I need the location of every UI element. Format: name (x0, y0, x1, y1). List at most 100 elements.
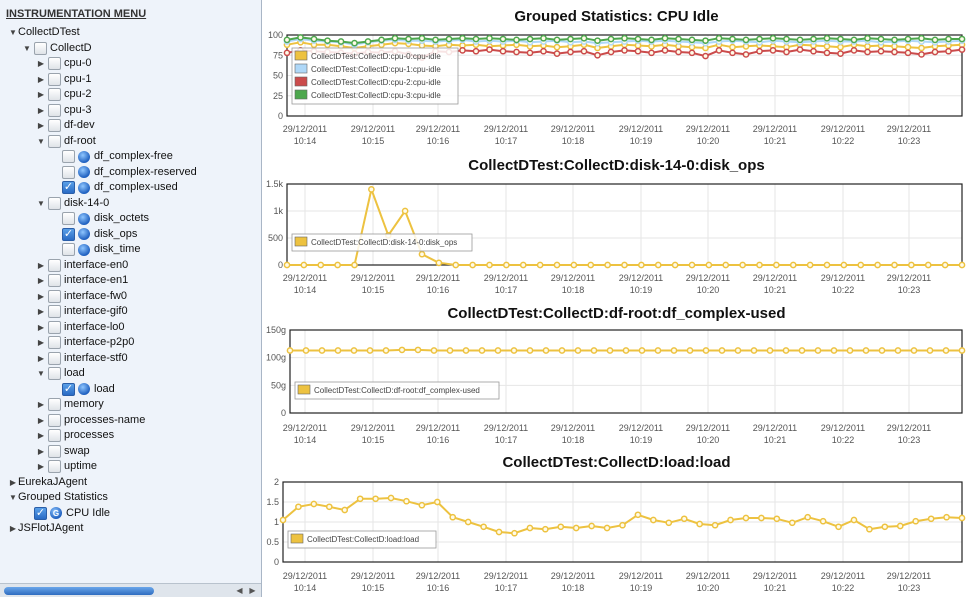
tree-item-eurekajagent[interactable]: ▶ EurekaJAgent (8, 475, 87, 490)
tree-item-label: interface-gif0 (64, 305, 128, 317)
tree-checkbox[interactable] (48, 274, 61, 287)
collapsed-arrow-icon[interactable]: ▶ (37, 105, 45, 115)
data-point (896, 522, 904, 530)
data-point (619, 521, 626, 529)
tree-item-df-root[interactable]: ▼ df-root (36, 134, 96, 149)
tree-item-df-complex-free[interactable]: df_complex-free (50, 149, 173, 164)
tree-item-df-dev[interactable]: ▶ df-dev (36, 118, 95, 133)
tree-checkbox[interactable] (62, 150, 75, 163)
expanded-arrow-icon[interactable]: ▼ (37, 369, 45, 378)
tree-checkbox[interactable] (48, 336, 61, 349)
tree-item-swap[interactable]: ▶ swap (36, 444, 90, 459)
tree-item-disk-14-0[interactable]: ▼ disk-14-0 (36, 196, 109, 211)
tree-checkbox[interactable] (48, 289, 61, 303)
tree-item-load[interactable]: ▼ load (36, 366, 85, 381)
tree-checkbox[interactable]: ✓ (34, 506, 47, 520)
tree-checkbox[interactable] (48, 72, 61, 86)
tree-checkbox[interactable]: ✓ (62, 181, 75, 194)
tree-checkbox[interactable] (48, 320, 61, 334)
df-complex-used-chart: 0 50g 100g 150g 29/12/2011 10:14 29/12/2011 10:… (266, 325, 966, 445)
tree-checkbox[interactable] (48, 444, 61, 458)
collapsed-arrow-icon[interactable]: ▶ (37, 90, 45, 99)
tree-checkbox[interactable] (48, 413, 61, 427)
tree-item-interface-p2p0[interactable]: ▶ interface-p2p0 (36, 335, 134, 350)
tree-item-interface-lo0[interactable]: ▶ interface-lo0 (36, 320, 125, 335)
collapsed-arrow-icon[interactable]: ▶ (37, 74, 45, 84)
tree-item-cpu-idle[interactable]: ✓ G CPU Idle (22, 506, 110, 521)
tree-checkbox[interactable] (48, 305, 61, 318)
tree-checkbox[interactable] (34, 41, 47, 55)
expanded-arrow-icon[interactable]: ▼ (37, 198, 45, 208)
scroll-right-icon[interactable]: ▶ (249, 586, 256, 595)
tree-checkbox[interactable] (48, 134, 61, 148)
tree-checkbox[interactable]: ✓ (62, 227, 75, 241)
tree-item-collectd[interactable]: ▼ CollectD (22, 41, 92, 56)
tree-checkbox[interactable]: ✓ (62, 382, 75, 396)
collapsed-arrow-icon[interactable]: ▶ (9, 524, 17, 533)
tree-item-interface-fw0[interactable]: ▶ interface-fw0 (36, 289, 127, 304)
sidebar-scrollbar[interactable]: ◀ ▶ (0, 583, 261, 597)
tree-item-cpu-1[interactable]: ▶ cpu-1 (36, 72, 92, 87)
tree-item-interface-stf0[interactable]: ▶ interface-stf0 (36, 351, 128, 366)
tree-item-df-complex-used[interactable]: ✓ df_complex-used (50, 180, 178, 195)
expanded-arrow-icon[interactable]: ▼ (23, 43, 31, 53)
tree-item-jsflotjagent[interactable]: ▶ JSFlotJAgent (8, 521, 84, 536)
tree-checkbox[interactable] (48, 57, 61, 70)
tree-checkbox[interactable] (62, 165, 75, 179)
collapsed-arrow-icon[interactable]: ▶ (37, 260, 45, 270)
collapsed-arrow-icon[interactable]: ▶ (37, 353, 45, 363)
tree-item-uptime[interactable]: ▶ uptime (36, 459, 97, 474)
collapsed-arrow-icon[interactable]: ▶ (9, 477, 17, 487)
tree-item-interface-en0[interactable]: ▶ interface-en0 (36, 258, 128, 273)
data-point (742, 51, 750, 58)
tree-checkbox[interactable] (48, 196, 61, 210)
collapsed-arrow-icon[interactable]: ▶ (37, 446, 45, 456)
tree-item-disk-octets[interactable]: disk_octets (50, 211, 149, 226)
tree-checkbox[interactable] (48, 119, 61, 132)
tree-item-df-complex-reserved[interactable]: df_complex-reserved (50, 165, 197, 180)
expanded-arrow-icon[interactable]: ▼ (37, 136, 45, 146)
tree-checkbox[interactable] (48, 429, 61, 442)
tree-item-interface-gif0[interactable]: ▶ interface-gif0 (36, 304, 128, 319)
collapsed-arrow-icon[interactable]: ▶ (37, 400, 45, 409)
data-point (590, 347, 598, 354)
tree-checkbox[interactable] (48, 88, 61, 101)
expanded-arrow-icon[interactable]: ▼ (9, 28, 17, 37)
collapsed-arrow-icon[interactable]: ▶ (37, 307, 45, 316)
tree-checkbox[interactable] (48, 398, 61, 411)
tree-item-memory[interactable]: ▶ memory (36, 397, 104, 412)
tree-checkbox[interactable] (62, 243, 75, 256)
tree-item-processes-name[interactable]: ▶ processes-name (36, 413, 145, 428)
tree-checkbox[interactable] (48, 367, 61, 380)
tree-checkbox[interactable] (62, 212, 75, 225)
tree-item-interface-en1[interactable]: ▶ interface-en1 (36, 273, 128, 288)
tree-item-grouped-statistics[interactable]: ▼ Grouped Statistics (8, 490, 108, 505)
collapsed-arrow-icon[interactable]: ▶ (37, 291, 45, 301)
expanded-arrow-icon[interactable]: ▼ (9, 493, 17, 502)
tree-item-cpu-2[interactable]: ▶ cpu-2 (36, 87, 92, 102)
tree-checkbox[interactable] (48, 351, 61, 365)
collapsed-arrow-icon[interactable]: ▶ (37, 322, 45, 332)
data-point (837, 50, 844, 57)
collapsed-arrow-icon[interactable]: ▶ (37, 59, 45, 68)
tree-checkbox[interactable] (48, 103, 61, 117)
tree-item-processes[interactable]: ▶ processes (36, 428, 114, 443)
tree-item-load[interactable]: ✓ load (50, 382, 115, 397)
collapsed-arrow-icon[interactable]: ▶ (37, 431, 45, 440)
collapsed-arrow-icon[interactable]: ▶ (37, 462, 45, 471)
scroll-left-icon[interactable]: ◀ (236, 586, 243, 595)
tree-checkbox[interactable] (48, 258, 61, 272)
tree-item-disk-time[interactable]: disk_time (50, 242, 140, 257)
tree-item-cpu-3[interactable]: ▶ cpu-3 (36, 103, 92, 118)
scrollbar-thumb[interactable] (4, 587, 154, 595)
collapsed-arrow-icon[interactable]: ▶ (37, 338, 45, 347)
collapsed-arrow-icon[interactable]: ▶ (37, 415, 45, 425)
x-tick-label-date: 29/12/2011 (619, 124, 663, 134)
collapsed-arrow-icon[interactable]: ▶ (37, 276, 45, 285)
legend-box (294, 381, 500, 400)
tree-item-cpu-0[interactable]: ▶ cpu-0 (36, 56, 92, 71)
collapsed-arrow-icon[interactable]: ▶ (37, 121, 45, 130)
tree-item-collectdtest[interactable]: ▼ CollectDTest (8, 25, 80, 40)
tree-checkbox[interactable] (48, 460, 61, 473)
tree-item-disk-ops[interactable]: ✓ disk_ops (50, 227, 137, 242)
